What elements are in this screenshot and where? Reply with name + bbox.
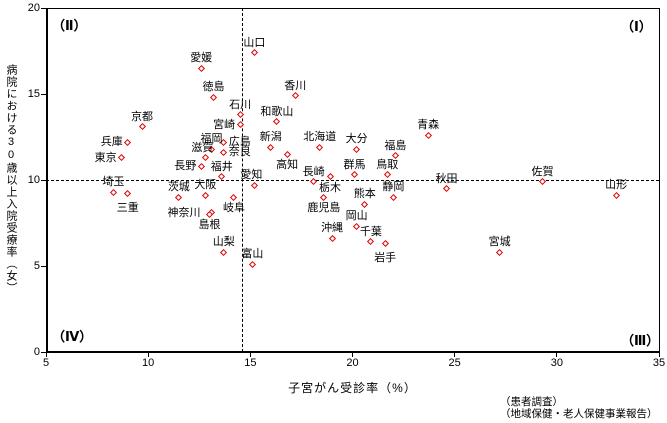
point-label: 滋賀: [191, 141, 214, 154]
point-label: 熊本: [353, 188, 376, 201]
point-label: 長野: [174, 160, 197, 173]
point-label: 兵庫: [100, 136, 123, 149]
point-label: 大阪: [194, 179, 217, 192]
x-tick-mark: [454, 352, 456, 357]
x-tick-mark: [249, 352, 251, 357]
point-label: 大分: [345, 133, 368, 146]
quadrant-label-3: （Ⅲ）: [621, 333, 660, 348]
point-label: 島根: [198, 219, 221, 232]
quadrant-label-4: （Ⅳ）: [52, 329, 93, 344]
x-tick-mark: [45, 352, 47, 357]
point-label: 新潟: [259, 131, 282, 144]
point-label: 徳島: [202, 81, 225, 94]
x-tick-mark: [658, 352, 660, 357]
horizontal-reference-line: [46, 180, 659, 181]
x-tick-label: 25: [448, 357, 461, 369]
point-label: 宮城: [488, 236, 511, 249]
point-label: 静岡: [382, 181, 405, 194]
point-label: 青森: [417, 119, 440, 132]
point-label: 沖縄: [321, 222, 344, 235]
point-label: 岡山: [345, 210, 368, 223]
point-label: 秋田: [435, 172, 458, 185]
source-notes: （患者調査） （地域保健・老人保健事業報告）: [500, 396, 658, 420]
quadrant-label-2: （Ⅱ）: [52, 18, 87, 33]
y-tick-mark: [41, 93, 46, 95]
point-label: 岐阜: [222, 202, 245, 215]
point-label: 福島: [384, 139, 407, 152]
point-label: 神奈川: [167, 206, 201, 219]
point-label: 高知: [276, 159, 299, 172]
point-label: 群馬: [343, 158, 366, 171]
point-label: 鹿児島: [307, 202, 341, 215]
y-axis-title: 病院における30歳以上入院受療率（女）: [5, 64, 17, 294]
point-label: 山形: [605, 179, 628, 192]
point-label: 愛媛: [190, 52, 213, 65]
x-tick-mark: [147, 352, 149, 357]
point-label: 鳥取: [376, 158, 399, 171]
y-tick-mark: [41, 7, 46, 9]
point-label: 京都: [131, 110, 154, 123]
x-tick-label: 35: [652, 357, 666, 369]
point-label: 山梨: [212, 236, 235, 249]
y-tick-mark: [41, 179, 46, 181]
source-note-line-2: （地域保健・老人保健事業報告）: [500, 408, 658, 420]
x-tick-mark: [556, 352, 558, 357]
x-tick-label: 5: [42, 357, 50, 369]
point-label: 福岡: [200, 133, 223, 146]
point-label: 広島: [228, 136, 251, 149]
point-label: 北海道: [303, 131, 337, 144]
point-label: 東京: [94, 151, 117, 164]
source-note-line-1: （患者調査）: [500, 396, 563, 408]
y-tick-mark: [41, 265, 46, 267]
point-label: 石川: [229, 98, 252, 111]
point-label: 栃木: [319, 181, 342, 194]
x-axis-title: 子宮がん受診率（%）: [288, 381, 417, 395]
point-label: 岩手: [374, 251, 397, 264]
point-label: 長崎: [302, 165, 325, 178]
x-tick-label: 20: [346, 357, 359, 369]
point-label: 和歌山: [260, 105, 294, 118]
y-tick-label: 20: [27, 2, 40, 14]
point-label: 山口: [243, 36, 266, 49]
point-label: 富山: [241, 248, 264, 261]
point-label: 佐賀: [531, 165, 554, 178]
point-label: 三重: [116, 201, 139, 214]
x-tick-label: 15: [244, 357, 257, 369]
point-label: 福井: [210, 160, 233, 173]
x-tick-mark: [352, 352, 353, 357]
point-label: 香川: [284, 79, 307, 92]
y-tick-label: 15: [27, 88, 40, 100]
point-label: 愛知: [240, 169, 263, 182]
y-tick-label: 0: [33, 346, 40, 358]
point-label: 奈良: [228, 146, 251, 159]
x-tick-label: 30: [550, 357, 563, 369]
y-tick-label: 10: [27, 174, 40, 186]
point-label: 埼玉: [102, 176, 125, 189]
y-tick-mark: [41, 351, 46, 353]
point-label: 宮崎: [213, 118, 236, 131]
quadrant-label-1: （Ⅰ）: [621, 19, 652, 34]
point-label: 茨城: [167, 181, 190, 194]
x-tick-label: 10: [142, 357, 155, 369]
y-tick-label: 5: [33, 260, 40, 272]
point-label: 千葉: [359, 225, 382, 238]
